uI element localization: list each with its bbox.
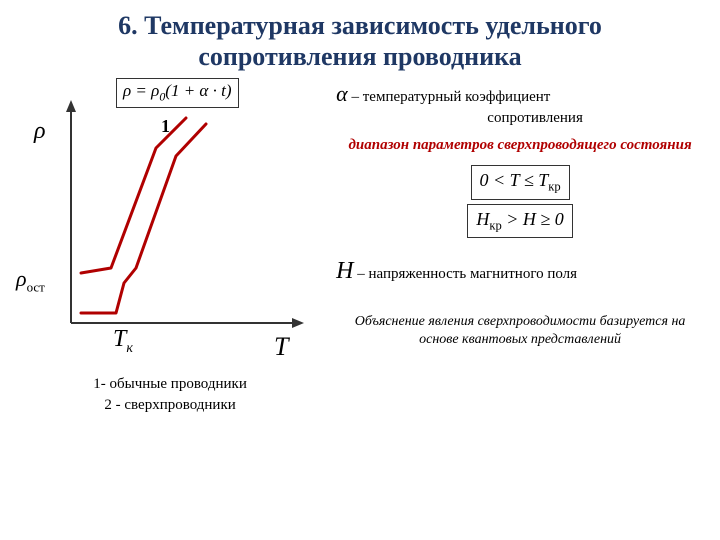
chart: ρ ρост 1 Тк Т [16, 88, 316, 368]
condition-1: 0 < T ≤ Tкр [471, 165, 570, 200]
conditions-block: 0 < T ≤ Tкр Hкр > H ≥ 0 [336, 163, 704, 240]
alpha-text: – температурный коэффициент [351, 89, 550, 105]
left-column: ρ = ρ0(1 + α · t) ρ ρост 1 [16, 78, 324, 415]
t-label: Т [274, 332, 288, 362]
legend-1: 1- обычные проводники [93, 376, 247, 392]
alpha-symbol: α [336, 81, 348, 106]
y-arrow [66, 100, 76, 112]
cond2-sub: кр [489, 218, 501, 232]
alpha-text-2: сопротивления [336, 109, 704, 129]
content-area: ρ = ρ0(1 + α · t) ρ ρост 1 [0, 78, 720, 415]
tk-label: Тк [113, 326, 133, 357]
alpha-definition: α – температурный коэффициент сопротивле… [336, 80, 704, 128]
range-title: диапазон параметров сверхпроводящего сос… [336, 136, 704, 155]
rho-ost-sub: ост [27, 280, 45, 295]
h-symbol: H [336, 258, 353, 284]
legend-2: 2 - сверхпроводники [104, 397, 235, 413]
curve-ordinary [81, 118, 186, 273]
h-text: – напряженность магнитного поля [357, 266, 577, 282]
curve-superconductor [81, 124, 206, 313]
rho-label: ρ [34, 118, 46, 145]
cond1-sub: кр [548, 180, 560, 194]
x-arrow [292, 318, 304, 328]
right-column: α – температурный коэффициент сопротивле… [336, 78, 704, 415]
page-title: 6. Температурная зависимость удельного с… [0, 0, 720, 78]
curve-1-label: 1 [161, 116, 170, 137]
title-line-1: 6. Температурная зависимость удельного [118, 11, 602, 40]
h-definition: H – напряженность магнитного поля [336, 258, 704, 285]
chart-legend: 1- обычные проводники 2 - сверхпроводник… [16, 374, 324, 415]
tk-sub: к [126, 341, 133, 356]
title-line-2: сопротивления проводника [198, 42, 521, 71]
condition-2: Hкр > H ≥ 0 [467, 204, 572, 239]
explanation-text: Объяснение явления сверхпроводимости баз… [336, 307, 704, 348]
rho-ost-label: ρост [16, 266, 45, 295]
